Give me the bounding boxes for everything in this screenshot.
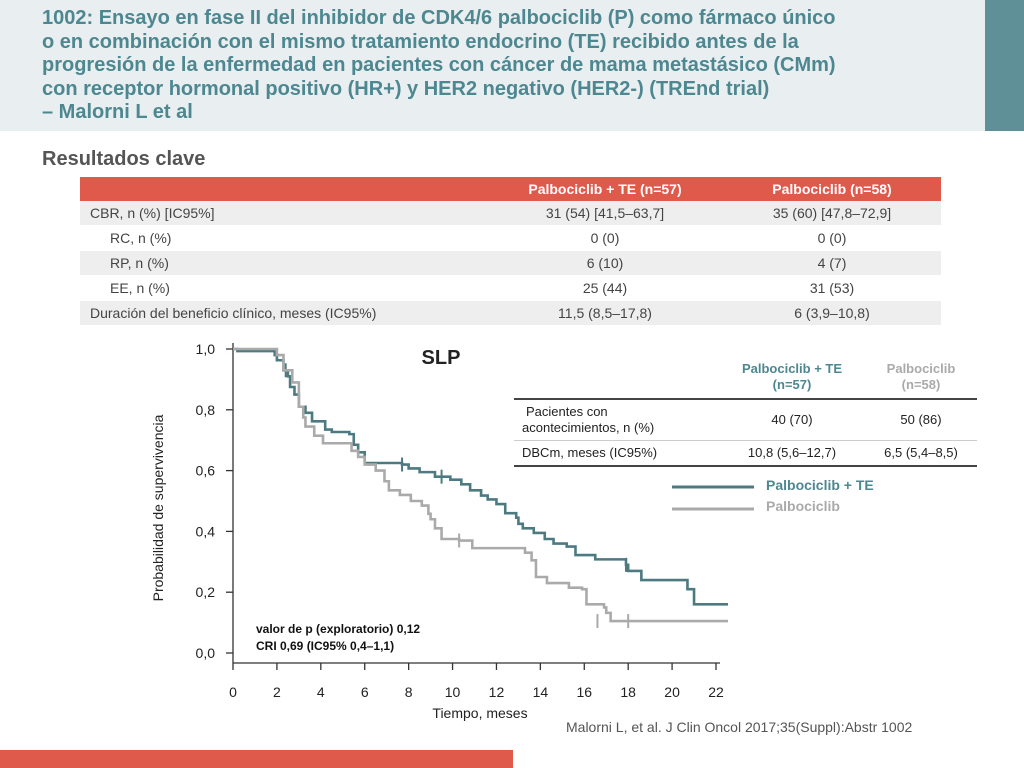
table-row: Pacientes con acontecimientos, n (%) 40 … — [514, 399, 977, 441]
cell-combo: 10,8 (5,6–12,7) — [719, 440, 865, 467]
x-tick-label: 6 — [361, 684, 369, 700]
x-tick-label: 22 — [708, 684, 724, 700]
results-header-mono: Palbociclib (n=58) — [723, 177, 941, 201]
x-tick-label: 8 — [405, 684, 413, 700]
title-line: – Malorni L et al — [42, 101, 193, 123]
series-combo-line — [233, 347, 728, 606]
cell-mono: 35 (60) [47,8–72,9] — [723, 201, 941, 226]
results-table: Palbociclib + TE (n=57) Palbociclib (n=5… — [80, 177, 941, 326]
row-label: RC, n (%) — [80, 225, 487, 251]
title-line: con receptor hormonal positivo (HR+) y H… — [42, 77, 770, 100]
series-mono-line — [233, 347, 728, 623]
table-row: RP, n (%) 6 (10) 4 (7) — [80, 250, 941, 276]
table-row: Duración del beneficio clínico, meses (I… — [80, 300, 941, 326]
cell-mono: 50 (86) — [865, 399, 977, 441]
results-header-row: Palbociclib + TE (n=57) Palbociclib (n=5… — [80, 177, 941, 201]
x-tick-label: 2 — [273, 684, 281, 700]
bottom-accent-bar — [0, 750, 513, 768]
cell-mono: 31 (53) — [723, 275, 941, 301]
cell-mono: 0 (0) — [723, 225, 941, 251]
x-tick-label: 0 — [229, 684, 237, 700]
x-tick-label: 18 — [620, 684, 636, 700]
table-row: CBR, n (%) [IC95%] 31 (54) [41,5–63,7] 3… — [80, 201, 941, 226]
cell-combo: 0 (0) — [487, 225, 723, 251]
table-row: DBCm, meses (IC95%) 10,8 (5,6–12,7) 6,5 … — [514, 440, 977, 467]
row-label: Duración del beneficio clínico, meses (I… — [80, 300, 487, 326]
y-tick-label: 0,8 — [196, 402, 216, 418]
section-title: Resultados clave — [42, 148, 206, 170]
cell-mono: 6,5 (5,4–8,5) — [865, 440, 977, 467]
y-tick-label: 1,0 — [196, 341, 216, 357]
table-row: EE, n (%) 25 (44) 31 (53) — [80, 275, 941, 301]
slide-title: 1002: Ensayo en fase II del inhibidor de… — [42, 7, 972, 125]
y-tick-label: 0,0 — [196, 645, 216, 661]
cell-combo: 6 (10) — [487, 250, 723, 276]
title-band — [0, 0, 985, 131]
y-tick-label: 0,2 — [196, 584, 216, 600]
y-axis-label: Probabilidad de supervivencia — [150, 414, 166, 601]
hazard-ratio-text: CRI 0,69 (IC95% 0,4–1,1) — [256, 639, 395, 653]
x-tick-label: 4 — [317, 684, 325, 700]
slp-header-mono: Palbociclib (n=58) — [865, 358, 977, 400]
title-line: 1002: Ensayo en fase II del inhibidor de… — [42, 7, 836, 29]
legend-label-combo: Palbociclib + TE — [766, 477, 874, 493]
slp-header-combo: Palbociclib + TE (n=57) — [719, 358, 865, 400]
x-tick-label: 12 — [489, 684, 505, 700]
results-header-combo: Palbociclib + TE (n=57) — [487, 177, 723, 201]
row-label: EE, n (%) — [80, 275, 487, 301]
x-tick-label: 16 — [576, 684, 592, 700]
slp-table: Palbociclib + TE (n=57) Palbociclib (n=5… — [514, 358, 977, 467]
cell-combo: 11,5 (8,5–17,8) — [487, 300, 723, 326]
x-tick-label: 14 — [533, 684, 549, 700]
p-value-text: valor de p (exploratorio) 0,12 — [256, 622, 421, 636]
cell-combo: 40 (70) — [719, 399, 865, 441]
y-tick-label: 0,6 — [196, 463, 216, 479]
stats-annotation: valor de p (exploratorio) 0,12 CRI 0,69 … — [256, 621, 420, 655]
x-tick-label: 10 — [445, 684, 461, 700]
cell-combo: 31 (54) [41,5–63,7] — [487, 201, 723, 226]
slp-header-mono-line2: (n=58) — [901, 377, 941, 392]
citation: Malorni L, et al. J Clin Oncol 2017;35(S… — [566, 719, 913, 735]
cell-mono: 4 (7) — [723, 250, 941, 276]
row-label-line1: Pacientes con — [526, 404, 608, 419]
slp-header-row: Palbociclib + TE (n=57) Palbociclib (n=5… — [514, 358, 977, 400]
row-label: RP, n (%) — [80, 250, 487, 276]
title-line: progresión de la enfermedad en pacientes… — [42, 54, 836, 76]
row-label: CBR, n (%) [IC95%] — [80, 201, 487, 226]
slp-header-combo-line2: (n=57) — [772, 377, 812, 392]
y-tick-label: 0,4 — [196, 523, 216, 539]
row-label-line2: acontecimientos, n (%) — [522, 420, 655, 435]
table-row: RC, n (%) 0 (0) 0 (0) — [80, 225, 941, 251]
x-axis-label: Tiempo, meses — [432, 705, 527, 721]
slp-header-mono-line1: Palbociclib — [886, 361, 956, 376]
legend-label-mono: Palbociclib — [766, 498, 840, 514]
x-tick-label: 20 — [664, 684, 680, 700]
title-line: o en combinación con el mismo tratamient… — [42, 30, 799, 53]
results-header-empty — [80, 177, 487, 201]
title-accent-bar — [985, 0, 1024, 131]
row-label: Pacientes con acontecimientos, n (%) — [514, 399, 719, 441]
cell-combo: 25 (44) — [487, 275, 723, 301]
slp-header-empty — [514, 358, 719, 400]
cell-mono: 6 (3,9–10,8) — [723, 300, 941, 326]
slp-header-combo-line1: Palbociclib + TE — [741, 361, 843, 376]
chart-title: SLP — [422, 347, 461, 369]
row-label: DBCm, meses (IC95%) — [514, 440, 719, 467]
